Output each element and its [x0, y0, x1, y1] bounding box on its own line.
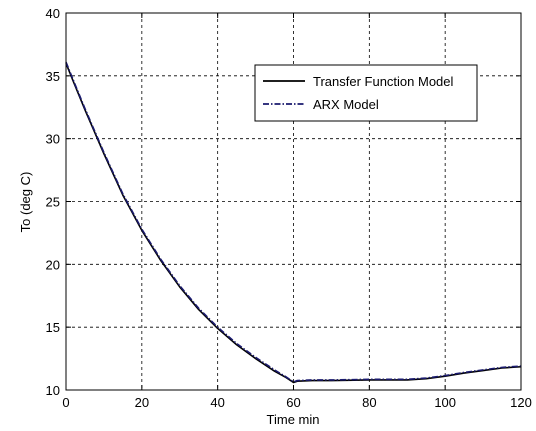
x-tick-label: 100: [434, 395, 456, 410]
x-tick-label: 20: [135, 395, 149, 410]
ticks: 0 20 40 60 80 100 120 10 15 20 25 30 35 40: [46, 6, 532, 410]
legend-box: [254, 64, 478, 122]
y-tick-label: 10: [46, 383, 60, 398]
x-tick-label: 80: [362, 395, 376, 410]
legend-label: Transfer Function Model: [313, 74, 454, 89]
y-tick-label: 35: [46, 69, 60, 84]
series-line-arx-model: [65, 61, 522, 383]
y-tick-label: 20: [46, 257, 60, 272]
x-tick-label: 0: [62, 395, 69, 410]
x-tick-label: 60: [286, 395, 300, 410]
x-axis-label: Time min: [267, 412, 320, 427]
x-tick-label: 120: [510, 395, 532, 410]
y-tick-label: 15: [46, 320, 60, 335]
x-tick-label: 40: [210, 395, 224, 410]
series-layer: [65, 61, 522, 384]
y-tick-label: 25: [46, 195, 60, 210]
y-tick-label: 40: [46, 6, 60, 21]
legend: Transfer Function Model ARX Model: [254, 64, 478, 122]
y-tick-label: 30: [46, 132, 60, 147]
legend-label: ARX Model: [313, 97, 379, 112]
y-axis-label: To (deg C): [18, 172, 33, 233]
